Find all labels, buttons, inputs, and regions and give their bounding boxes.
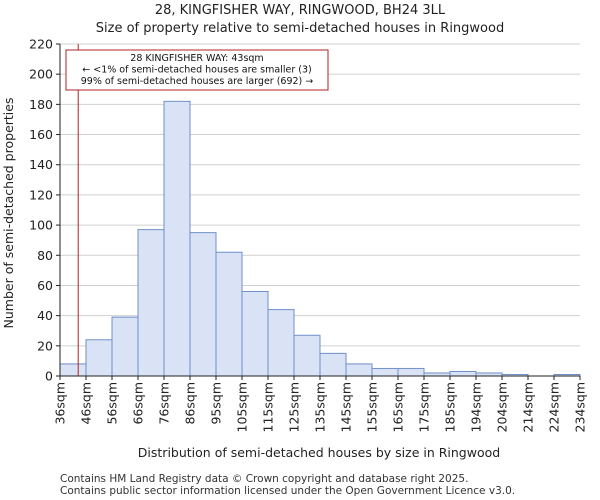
x-tick-label: 95sqm [209, 382, 224, 425]
x-tick-label: 175sqm [417, 382, 432, 432]
histogram-bar [189, 232, 217, 377]
x-axis-label: Distribution of semi-detached houses by … [138, 445, 500, 460]
x-tick-label: 234sqm [573, 382, 588, 432]
x-tick-label: 86sqm [183, 382, 198, 425]
y-tick-label: 20 [37, 338, 53, 353]
annotation-line: 28 KINGFISHER WAY: 43sqm [130, 53, 263, 64]
y-tick-label: 180 [29, 97, 53, 112]
x-tick-label: 224sqm [547, 382, 562, 432]
x-tick-label: 105sqm [235, 382, 250, 432]
histogram-bar [137, 229, 165, 377]
histogram-bar [111, 316, 139, 377]
histogram-bar [85, 339, 113, 377]
x-tick-label: 204sqm [495, 382, 510, 432]
x-tick-label: 76sqm [157, 382, 172, 425]
histogram-bar [449, 370, 477, 377]
annotation-line: 99% of semi-detached houses are larger (… [81, 76, 314, 87]
x-tick-label: 185sqm [443, 382, 458, 432]
histogram-bar [267, 309, 295, 377]
y-tick-label: 160 [29, 127, 53, 142]
chart-title: 28, KINGFISHER WAY, RINGWOOD, BH24 3LL [154, 3, 446, 18]
annotation-box [65, 49, 329, 91]
histogram-bar [59, 363, 87, 377]
footer-licence: Contains public sector information licen… [60, 485, 516, 497]
y-tick-label: 80 [37, 248, 53, 263]
x-tick-label: 36sqm [53, 382, 68, 425]
y-tick-label: 40 [37, 308, 53, 323]
x-tick-label: 194sqm [469, 382, 484, 432]
chart-subtitle: Size of property relative to semi-detach… [95, 21, 505, 36]
y-tick-label: 60 [37, 278, 53, 293]
x-tick-label: 56sqm [105, 382, 120, 425]
y-tick-label: 0 [45, 369, 53, 384]
x-tick-label: 46sqm [79, 382, 94, 425]
y-tick-label: 100 [29, 218, 53, 233]
histogram-bar [397, 367, 425, 377]
footer-copyright: Contains HM Land Registry data © Crown c… [60, 473, 469, 485]
y-tick-label: 200 [29, 67, 53, 82]
x-tick-label: 115sqm [261, 382, 276, 432]
x-tick-label: 145sqm [339, 382, 354, 432]
histogram-bar [319, 352, 347, 377]
histogram-bar [371, 367, 399, 377]
x-tick-label: 214sqm [521, 382, 536, 432]
y-axis-label: Number of semi-detached properties [1, 98, 16, 329]
x-tick-label: 165sqm [391, 382, 406, 432]
x-tick-label: 135sqm [313, 382, 328, 432]
histogram-bar [293, 334, 321, 377]
annotation-line: ← <1% of semi-detached houses are smalle… [82, 65, 311, 76]
histogram-bar [345, 363, 373, 377]
y-tick-label: 140 [29, 157, 53, 172]
y-tick-label: 220 [29, 37, 53, 52]
x-tick-label: 125sqm [287, 382, 302, 432]
y-tick-label: 120 [29, 187, 53, 202]
x-tick-label: 155sqm [365, 382, 380, 432]
histogram-bar [215, 251, 243, 377]
x-tick-label: 66sqm [131, 382, 146, 425]
histogram-bar [241, 290, 269, 377]
histogram-bar [163, 100, 191, 377]
